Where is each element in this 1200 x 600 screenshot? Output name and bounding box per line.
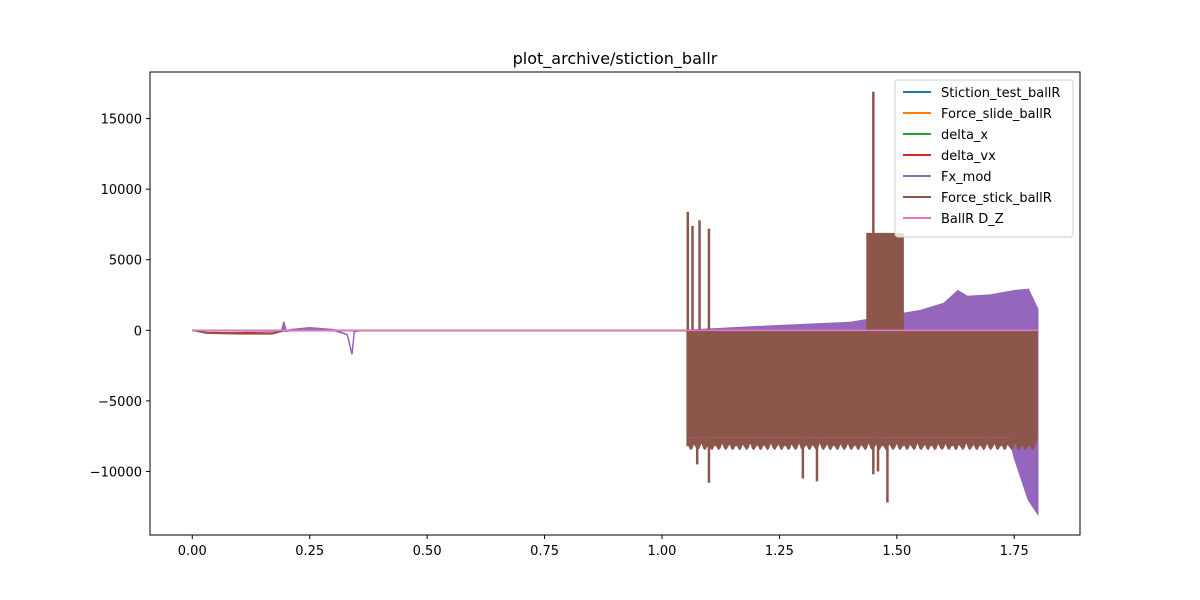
series-force-stick-ballr-block: [866, 232, 904, 331]
axes: 0.00 0.25 0.50 0.75 1.00 1.25 1.50 1.75 −10000 −5…: [90, 71, 1081, 559]
legend-label: delta_x: [941, 128, 988, 143]
x-tick-label: 1.75: [1000, 544, 1029, 559]
x-tick-label: 1.00: [647, 544, 676, 559]
series-group: [192, 91, 1039, 517]
y-tick-label: 10000: [101, 183, 142, 198]
legend-label: BallR D_Z: [941, 212, 1004, 227]
y-tick-label: 15000: [101, 113, 142, 128]
x-tick-label: 1.25: [765, 544, 794, 559]
x-tick-label: 0.75: [530, 544, 559, 559]
chart-title: plot_archive/stiction_ballr: [513, 49, 718, 69]
x-tick-label: 0.00: [178, 544, 207, 559]
axes-frame: [149, 71, 1081, 536]
x-tick-label: 0.25: [295, 544, 324, 559]
legend-label: Force_slide_ballR: [941, 107, 1052, 122]
legend-label: Force_stick_ballR: [941, 191, 1052, 206]
y-tick-label: −5000: [98, 395, 142, 410]
y-tick-label: 5000: [109, 254, 142, 269]
legend-label: Stiction_test_ballR: [941, 86, 1060, 101]
legend-label: Fx_mod: [941, 170, 992, 185]
legend-box: [894, 79, 1074, 238]
legend: Stiction_test_ballR Force_slide_ballRdelt…: [894, 79, 1074, 238]
y-tick-label: −10000: [90, 465, 142, 480]
series-fx-mod: [192, 288, 1039, 517]
series-force-stick-ballr-band: [686, 330, 1038, 438]
series-force-stick-ballr-edge: [686, 437, 1038, 451]
plot-area: [192, 91, 1039, 517]
legend-label: delta_vx: [941, 149, 996, 164]
x-tick-label: 1.50: [882, 544, 911, 559]
series-force-stick-ballr: [192, 91, 1038, 503]
y-tick-label: 0: [134, 324, 142, 339]
x-tick-label: 0.50: [413, 544, 442, 559]
